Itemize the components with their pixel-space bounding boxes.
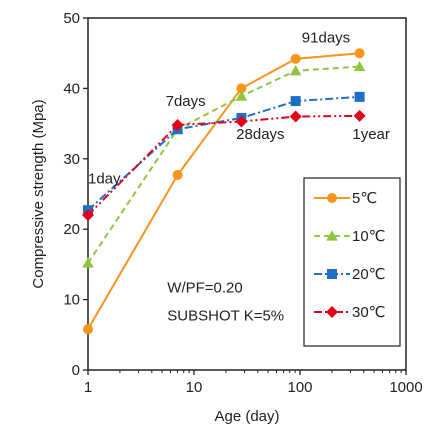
plot-area <box>87 17 407 371</box>
y-axis-label: Compressive strength (Mpa) <box>30 99 47 288</box>
marker-diamond <box>235 115 248 128</box>
marker-circle <box>290 53 301 64</box>
marker-triangle <box>235 90 248 101</box>
legend: 5℃ 10℃ 20℃ 30℃ <box>303 177 401 347</box>
annotations: 1day 7days 28days 91days 1year W/PF=0.20 SUBSH… <box>88 30 390 325</box>
legend-item: 5℃ <box>314 190 377 207</box>
x-axis-label: Age (day) <box>214 408 279 425</box>
legend-label: 20℃ <box>352 266 386 283</box>
annotation: 1day <box>88 170 121 187</box>
series-circle <box>83 48 365 335</box>
marker-circle <box>236 83 247 94</box>
marker-circle <box>172 169 183 180</box>
marker-triangle <box>326 230 338 241</box>
legend-item: 20℃ <box>314 266 386 283</box>
x-tick-label: 100 <box>287 379 312 396</box>
legend-item: 10℃ <box>314 228 386 245</box>
series-diamond <box>82 109 366 222</box>
y-tick-label: 30 <box>63 151 80 168</box>
marker-diamond <box>82 209 94 222</box>
legend-box <box>303 177 401 347</box>
y-tick-label: 40 <box>63 80 80 97</box>
annotation: 1year <box>352 126 390 143</box>
legend-item: 30℃ <box>314 304 386 321</box>
marker-diamond <box>289 110 302 123</box>
annotation: W/PF=0.20 <box>167 280 242 297</box>
y-tick-label: 50 <box>63 10 80 27</box>
marker-circle <box>83 324 93 335</box>
marker-triangle <box>353 60 366 72</box>
marker-square <box>290 96 301 107</box>
plot-frame <box>87 17 407 371</box>
axes: 0 10 20 30 40 50 1 10 100 1000 <box>63 10 422 396</box>
marker-circle <box>354 48 365 59</box>
legend-label: 5℃ <box>352 190 377 207</box>
x-tick-label: 1 <box>84 379 92 396</box>
y-tick-label: 10 <box>63 292 80 309</box>
x-tick-label: 10 <box>186 379 203 396</box>
marker-square <box>327 269 337 279</box>
series-layer <box>82 48 366 335</box>
marker-diamond <box>171 119 184 132</box>
legend-label: 30℃ <box>352 304 386 321</box>
marker-diamond <box>326 306 338 318</box>
marker-diamond <box>353 109 366 122</box>
y-tick-label: 0 <box>72 362 80 379</box>
annotation: 7days <box>166 93 206 110</box>
y-tick-label: 20 <box>63 221 80 238</box>
annotation: 28days <box>236 126 284 143</box>
series-line <box>87 95 360 211</box>
marker-triangle <box>289 65 302 76</box>
legend-label: 10℃ <box>352 228 386 245</box>
marker-circle <box>327 193 337 203</box>
marker-square <box>354 91 365 102</box>
marker-triangle <box>82 257 94 268</box>
annotation: 91days <box>302 30 350 47</box>
annotation: SUBSHOT K=5% <box>167 308 284 325</box>
x-tick-label: 1000 <box>389 379 422 396</box>
